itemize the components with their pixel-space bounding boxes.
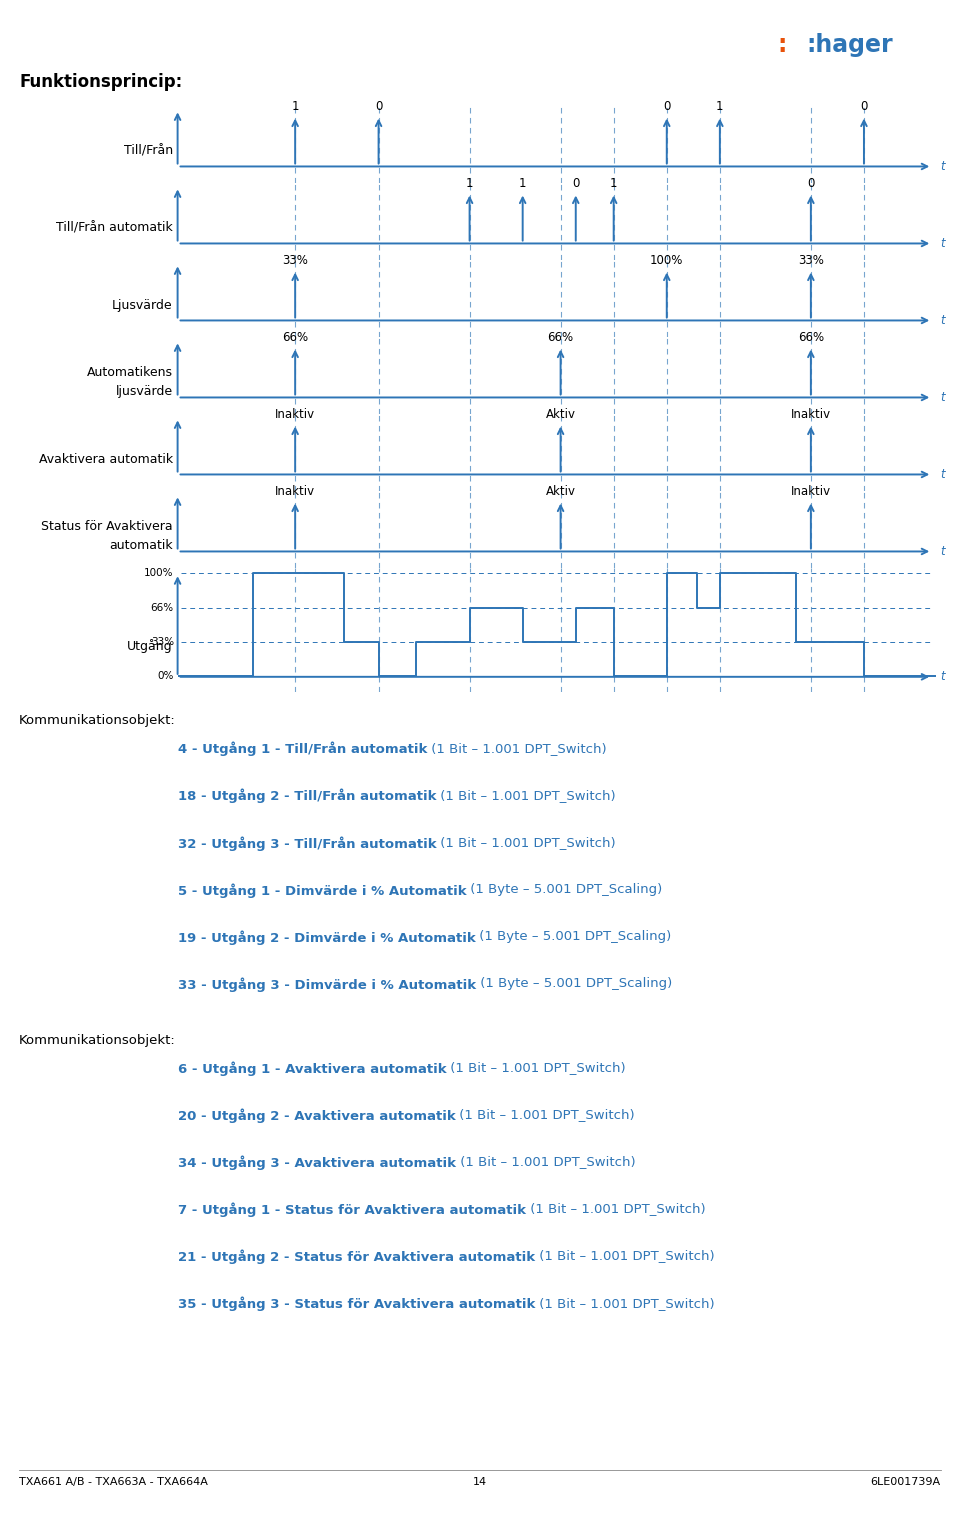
Text: 0: 0 [375,100,382,112]
Text: (1 Bit – 1.001 DPT_Switch): (1 Bit – 1.001 DPT_Switch) [446,1061,626,1075]
Text: Aktiv: Aktiv [545,485,576,497]
Text: automatik: automatik [109,538,173,552]
Text: Avaktivera automatik: Avaktivera automatik [38,453,173,465]
Text: TXA661 A/B - TXA663A - TXA664A: TXA661 A/B - TXA663A - TXA664A [19,1476,208,1487]
Text: Inaktiv: Inaktiv [276,485,315,497]
Text: 100%: 100% [650,254,684,266]
Text: t: t [940,391,945,404]
Text: (1 Bit – 1.001 DPT_Switch): (1 Bit – 1.001 DPT_Switch) [436,836,616,850]
Text: 6LE001739A: 6LE001739A [871,1476,941,1487]
Text: 33 - Utgång 3 - Dimvärde i % Automatik: 33 - Utgång 3 - Dimvärde i % Automatik [178,977,476,993]
Text: Utgång: Utgång [127,638,173,654]
Text: Status för Avaktivera: Status för Avaktivera [41,520,173,534]
Text: 4 - Utgång 1 - Till/Från automatik: 4 - Utgång 1 - Till/Från automatik [178,742,427,757]
Text: Till/Från: Till/Från [124,144,173,158]
Text: 35 - Utgång 3 - Status för Avaktivera automatik: 35 - Utgång 3 - Status för Avaktivera au… [178,1297,535,1312]
Text: 0: 0 [807,176,814,190]
Text: Kommunikationsobjekt:: Kommunikationsobjekt: [19,714,176,728]
Text: (1 Byte – 5.001 DPT_Scaling): (1 Byte – 5.001 DPT_Scaling) [476,977,672,991]
Text: (1 Byte – 5.001 DPT_Scaling): (1 Byte – 5.001 DPT_Scaling) [475,930,672,944]
Text: Kommunikationsobjekt:: Kommunikationsobjekt: [19,1034,176,1047]
Text: 21 - Utgång 2 - Status för Avaktivera automatik: 21 - Utgång 2 - Status för Avaktivera au… [178,1249,535,1265]
Text: t: t [940,468,945,480]
Text: t: t [940,670,945,684]
Text: Till/Från automatik: Till/Från automatik [56,222,173,234]
Text: 5 - Utgång 1 - Dimvärde i % Automatik: 5 - Utgång 1 - Dimvärde i % Automatik [178,883,467,898]
Text: t: t [940,160,945,173]
Text: (1 Bit – 1.001 DPT_Switch): (1 Bit – 1.001 DPT_Switch) [456,1155,636,1169]
Text: Funktionsprincip:: Funktionsprincip: [19,73,182,91]
Text: 1: 1 [466,176,473,190]
Text: :hager: :hager [806,33,893,58]
Text: 66%: 66% [798,330,824,344]
Text: 19 - Utgång 2 - Dimvärde i % Automatik: 19 - Utgång 2 - Dimvärde i % Automatik [178,930,475,945]
Text: 33%: 33% [151,637,174,648]
Text: 0%: 0% [157,670,174,681]
Text: t: t [940,237,945,249]
Text: 33%: 33% [282,254,308,266]
Text: :: : [778,33,787,58]
Text: (1 Byte – 5.001 DPT_Scaling): (1 Byte – 5.001 DPT_Scaling) [467,883,662,897]
Text: (1 Bit – 1.001 DPT_Switch): (1 Bit – 1.001 DPT_Switch) [427,742,607,755]
Text: Inaktiv: Inaktiv [791,407,831,421]
Text: 0: 0 [860,100,868,112]
Text: (1 Bit – 1.001 DPT_Switch): (1 Bit – 1.001 DPT_Switch) [535,1297,714,1310]
Text: Aktiv: Aktiv [545,407,576,421]
Text: 6 - Utgång 1 - Avaktivera automatik: 6 - Utgång 1 - Avaktivera automatik [178,1061,446,1076]
Text: 32 - Utgång 3 - Till/Från automatik: 32 - Utgång 3 - Till/Från automatik [178,836,436,851]
Text: 1: 1 [716,100,724,112]
Text: Inaktiv: Inaktiv [276,407,315,421]
Text: t: t [940,546,945,558]
Text: 1: 1 [519,176,526,190]
Text: (1 Bit – 1.001 DPT_Switch): (1 Bit – 1.001 DPT_Switch) [535,1249,714,1263]
Text: 1: 1 [610,176,617,190]
Text: (1 Bit – 1.001 DPT_Switch): (1 Bit – 1.001 DPT_Switch) [455,1108,635,1122]
Text: 18 - Utgång 2 - Till/Från automatik: 18 - Utgång 2 - Till/Från automatik [178,789,436,804]
Text: 0: 0 [663,100,670,112]
Text: Inaktiv: Inaktiv [791,485,831,497]
Text: 66%: 66% [282,330,308,344]
Text: (1 Bit – 1.001 DPT_Switch): (1 Bit – 1.001 DPT_Switch) [526,1202,706,1216]
Text: Ljusvärde: Ljusvärde [112,298,173,312]
Text: 34 - Utgång 3 - Avaktivera automatik: 34 - Utgång 3 - Avaktivera automatik [178,1155,456,1170]
Text: Automatikens: Automatikens [86,366,173,380]
Text: (1 Bit – 1.001 DPT_Switch): (1 Bit – 1.001 DPT_Switch) [436,789,615,803]
Text: t: t [940,315,945,327]
Text: ljusvärde: ljusvärde [115,385,173,398]
Text: 14: 14 [473,1476,487,1487]
Text: 20 - Utgång 2 - Avaktivera automatik: 20 - Utgång 2 - Avaktivera automatik [178,1108,455,1123]
Text: 7 - Utgång 1 - Status för Avaktivera automatik: 7 - Utgång 1 - Status för Avaktivera aut… [178,1202,526,1218]
Text: 1: 1 [292,100,299,112]
Text: 100%: 100% [144,568,174,578]
Text: 66%: 66% [547,330,574,344]
Text: 33%: 33% [798,254,824,266]
Text: 0: 0 [572,176,580,190]
Text: 66%: 66% [151,603,174,613]
